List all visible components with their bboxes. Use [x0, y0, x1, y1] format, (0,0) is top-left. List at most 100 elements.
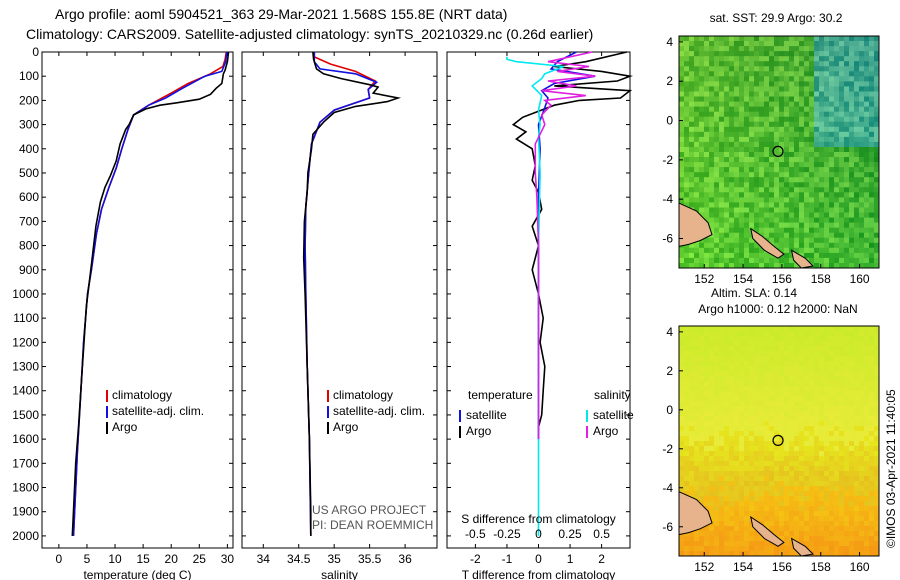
x-tick-label: 5: [84, 552, 91, 566]
map-y-tick-label: 0: [666, 114, 673, 128]
secondary-tick-label: 0: [535, 527, 542, 541]
plot-frame-salinity: [241, 51, 438, 549]
secondary-axis-label: S difference from climatology: [461, 512, 616, 526]
y-tick-label: 600: [19, 190, 39, 204]
map-y-tick-label: -4: [662, 192, 673, 206]
x-tick-label: 15: [136, 552, 150, 566]
map-x-tick-label: 158: [811, 560, 831, 574]
pi-annotation: PI: DEAN ROEMMICH: [312, 518, 433, 532]
argo-location-marker: [772, 434, 784, 446]
y-tick-label: 1200: [12, 335, 39, 349]
map-bottom-title-2: Argo h1000: 0.12 h2000: NaN: [698, 302, 857, 316]
map-y-tick-label: 4: [666, 35, 673, 49]
legend-label: Argo: [333, 420, 359, 434]
plot-frame-temperature: [41, 51, 234, 549]
x-tick-label: 0: [535, 552, 542, 566]
legend-label: satellite-adj. clim.: [112, 404, 204, 418]
legend-label: Argo: [593, 424, 619, 438]
map-frame-sst: [678, 35, 880, 269]
y-tick-label: 1000: [12, 287, 39, 301]
y-tick-label: 1300: [12, 360, 39, 374]
legend-label: satellite: [466, 408, 507, 422]
land-polygon: [790, 537, 815, 557]
x-tick-label: 35: [328, 552, 342, 566]
y-tick-label: 1100: [13, 311, 39, 325]
secondary-tick-label: 0.5: [593, 527, 610, 541]
y-tick-label: 1400: [12, 384, 39, 398]
map-bottom-title-1: Altim. SLA: 0.14: [711, 286, 797, 300]
x-axis-label: T difference from climatology: [462, 568, 616, 580]
x-tick-label: 34.5: [287, 552, 311, 566]
map-x-tick-label: 154: [733, 272, 753, 286]
map-y-tick-label: -4: [662, 481, 673, 495]
y-tick-label: 200: [19, 93, 39, 107]
legend-label: satellite: [593, 408, 634, 422]
x-tick-label: 35.5: [358, 552, 382, 566]
map-y-tick-label: -6: [662, 232, 673, 246]
x-tick-label: 10: [108, 552, 122, 566]
y-tick-label: 300: [19, 118, 39, 132]
land-polygon: [750, 515, 785, 547]
y-tick-label: 700: [19, 214, 39, 228]
map-x-tick-label: 156: [772, 272, 792, 286]
map-x-tick-label: 154: [733, 560, 753, 574]
y-tick-label: 900: [19, 263, 39, 277]
credit-label: ©IMOS 03-Apr-2021 11:40:05: [884, 389, 898, 548]
y-tick-label: 1800: [12, 481, 39, 495]
secondary-tick-label: 0.25: [558, 527, 582, 541]
map-y-tick-label: -2: [662, 153, 673, 167]
y-tick-label: 500: [19, 166, 39, 180]
x-tick-label: 0: [56, 552, 63, 566]
secondary-tick-label: -0.25: [493, 527, 521, 541]
header-line-1: Argo profile: aoml 5904521_363 29-Mar-20…: [55, 6, 508, 22]
map-top-title: sat. SST: 29.9 Argo: 30.2: [710, 11, 843, 25]
secondary-tick-label: -0.5: [465, 527, 486, 541]
argo-location-marker: [772, 145, 784, 157]
x-axis-label: temperature (deg C): [83, 568, 191, 580]
map-x-tick-label: 156: [772, 560, 792, 574]
series-line-temperature-argo: [71, 51, 230, 536]
map-x-tick-label: 152: [694, 560, 714, 574]
map-field-sst: [678, 36, 880, 269]
x-tick-label: 1: [567, 552, 574, 566]
legend-label: satellite-adj. clim.: [333, 404, 425, 418]
map-x-tick-label: 160: [850, 560, 870, 574]
map-x-tick-label: 152: [694, 272, 714, 286]
y-tick-label: 0: [32, 45, 39, 59]
x-tick-label: 2: [598, 552, 605, 566]
x-tick-label: 20: [165, 552, 179, 566]
y-tick-label: 800: [19, 239, 39, 253]
series-line-difference-temperature-satellite: [537, 51, 596, 440]
y-tick-label: 1500: [12, 408, 39, 422]
legend-label: Argo: [112, 420, 138, 434]
map-y-tick-label: -2: [662, 442, 673, 456]
legend-label: Argo: [466, 424, 492, 438]
map-y-tick-label: 0: [666, 403, 673, 417]
land-polygon: [678, 202, 713, 248]
x-tick-label: 30: [221, 552, 235, 566]
map-x-tick-label: 160: [850, 272, 870, 286]
header-line-2: Climatology: CARS2009. Satellite-adjuste…: [26, 26, 594, 42]
land-polygon: [750, 227, 785, 259]
legend-label: climatology: [333, 388, 393, 402]
map-y-tick-label: 2: [666, 364, 673, 378]
y-tick-label: 1600: [12, 432, 39, 446]
x-tick-label: -1: [502, 552, 513, 566]
land-polygon: [678, 490, 713, 536]
x-tick-label: 34: [257, 552, 271, 566]
series-line-salinity-argo: [302, 51, 402, 536]
y-tick-label: 1900: [12, 505, 39, 519]
x-axis-label: salinity: [321, 568, 358, 580]
legend-label: climatology: [112, 388, 172, 402]
y-tick-label: 2000: [12, 529, 39, 543]
x-tick-label: 25: [193, 552, 207, 566]
land-polygon: [790, 249, 815, 269]
map-field-sla: [678, 326, 880, 557]
map-frame-sla: [678, 325, 880, 557]
map-y-tick-label: -6: [662, 520, 673, 534]
legend-title-salinity: salinity: [594, 388, 631, 402]
series-line-difference-salinity-argo: [534, 51, 596, 440]
series-line-difference-temperature-argo: [511, 51, 634, 440]
y-tick-label: 400: [19, 142, 39, 156]
